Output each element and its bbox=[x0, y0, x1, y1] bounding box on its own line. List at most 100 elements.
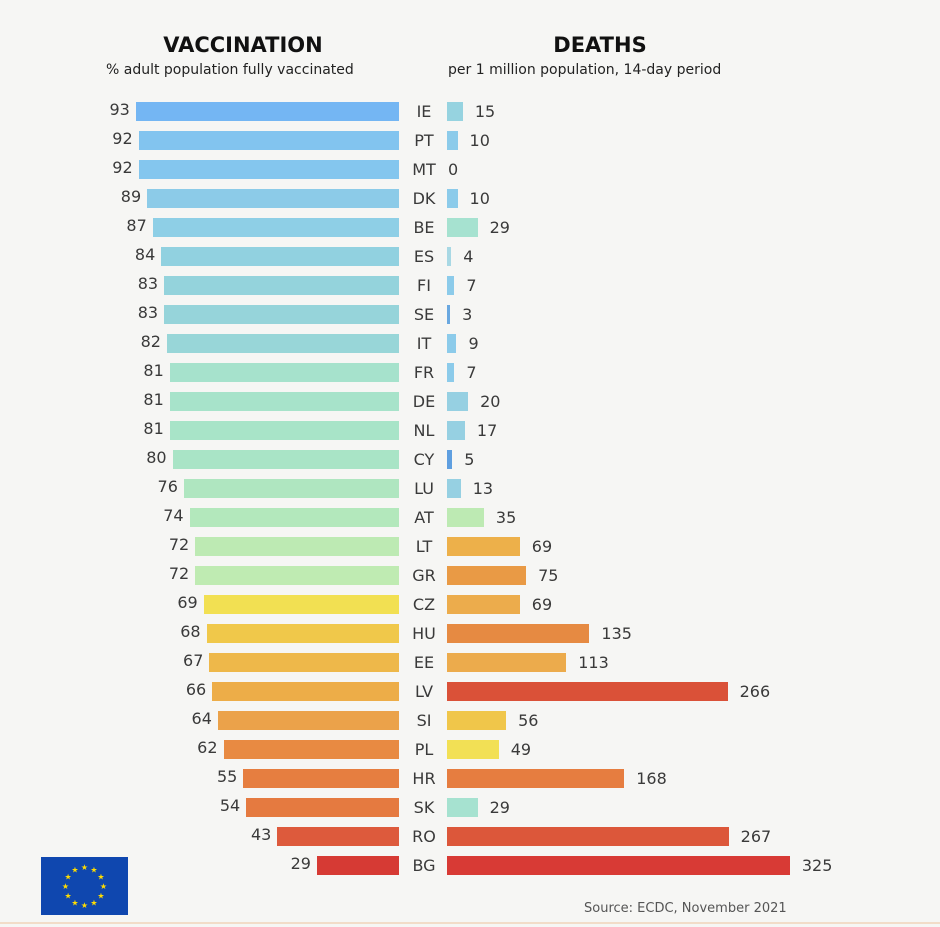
deaths-bar bbox=[447, 856, 790, 875]
star-icon: ★ bbox=[81, 863, 88, 872]
deaths-title: DEATHS bbox=[553, 33, 647, 57]
deaths-bar bbox=[447, 711, 507, 730]
country-code-label: CZ bbox=[412, 595, 436, 614]
deaths-value-label: 17 bbox=[476, 421, 498, 440]
vaccination-bar bbox=[277, 827, 399, 846]
country-code-label: NL bbox=[413, 421, 435, 440]
deaths-value-label: 69 bbox=[531, 595, 553, 614]
country-code-label: PL bbox=[414, 740, 434, 759]
country-code-label: FI bbox=[417, 276, 431, 295]
vaccination-bar bbox=[164, 305, 399, 324]
vaccination-value-label: 29 bbox=[290, 854, 311, 873]
vaccination-value-label: 80 bbox=[146, 448, 167, 467]
country-code-label: EE bbox=[413, 653, 435, 672]
vaccination-value-label: 82 bbox=[140, 332, 161, 351]
vaccination-bar bbox=[152, 218, 399, 237]
vaccination-bar bbox=[209, 653, 399, 672]
star-icon: ★ bbox=[97, 892, 104, 901]
deaths-bar bbox=[447, 479, 461, 498]
vaccination-bar bbox=[138, 160, 399, 179]
country-code-label: DK bbox=[412, 189, 436, 208]
vaccination-bar bbox=[161, 247, 399, 266]
star-icon: ★ bbox=[62, 882, 69, 891]
country-code-label: LU bbox=[414, 479, 434, 498]
country-code-label: ES bbox=[413, 247, 435, 266]
deaths-value-label: 266 bbox=[739, 682, 771, 701]
deaths-value-label: 7 bbox=[466, 276, 477, 295]
deaths-value-label: 15 bbox=[474, 102, 496, 121]
vaccination-bar bbox=[217, 711, 399, 730]
deaths-value-label: 20 bbox=[480, 392, 501, 411]
vaccination-value-label: 64 bbox=[191, 709, 212, 728]
country-code-label: SI bbox=[416, 711, 432, 730]
country-code-label: HR bbox=[412, 769, 436, 788]
vaccination-bar bbox=[169, 421, 399, 440]
vaccination-bar bbox=[246, 798, 399, 817]
vaccination-title: VACCINATION bbox=[163, 33, 323, 57]
vaccination-bar bbox=[212, 682, 399, 701]
deaths-value-label: 56 bbox=[518, 711, 539, 730]
vaccination-bar bbox=[138, 131, 399, 150]
deaths-value-label: 9 bbox=[468, 334, 479, 353]
vaccination-value-label: 72 bbox=[168, 535, 190, 554]
vaccination-value-label: 92 bbox=[112, 158, 133, 177]
deaths-bar bbox=[447, 305, 451, 324]
deaths-bar bbox=[447, 421, 465, 440]
country-code-label: IT bbox=[416, 334, 432, 353]
vaccination-bar bbox=[147, 189, 399, 208]
vaccination-value-label: 54 bbox=[219, 796, 241, 815]
vaccination-bar bbox=[206, 624, 399, 643]
vaccination-value-label: 74 bbox=[163, 506, 184, 525]
vaccination-value-label: 67 bbox=[183, 651, 204, 670]
deaths-bar bbox=[447, 189, 458, 208]
vaccination-bar bbox=[164, 276, 399, 295]
vaccination-value-label: 92 bbox=[112, 129, 133, 148]
star-icon: ★ bbox=[90, 898, 97, 907]
star-icon: ★ bbox=[90, 866, 97, 875]
bottom-divider bbox=[0, 922, 940, 924]
deaths-value-label: 13 bbox=[472, 479, 494, 498]
country-code-label: FR bbox=[413, 363, 435, 382]
vaccination-bar bbox=[195, 537, 399, 556]
country-code-label: SE bbox=[413, 305, 435, 324]
vaccination-bar bbox=[135, 102, 399, 121]
country-code-label: PT bbox=[414, 131, 434, 150]
deaths-bar bbox=[447, 392, 469, 411]
country-code-label: SK bbox=[413, 798, 435, 817]
country-code-label: HU bbox=[412, 624, 436, 643]
source-note: Source: ECDC, November 2021 bbox=[584, 901, 787, 916]
star-icon: ★ bbox=[71, 898, 78, 907]
deaths-bar bbox=[447, 102, 463, 121]
deaths-bar bbox=[447, 624, 590, 643]
country-code-label: MT bbox=[412, 160, 436, 179]
vaccination-value-label: 84 bbox=[134, 245, 156, 264]
deaths-value-label: 113 bbox=[578, 653, 609, 672]
star-icon: ★ bbox=[64, 892, 71, 901]
star-icon: ★ bbox=[71, 866, 78, 875]
deaths-bar bbox=[447, 827, 729, 846]
deaths-bar bbox=[447, 218, 478, 237]
country-code-label: BG bbox=[412, 856, 436, 875]
deaths-value-label: 325 bbox=[801, 856, 833, 875]
vaccination-bar bbox=[169, 392, 399, 411]
vaccination-bar bbox=[166, 334, 399, 353]
deaths-value-label: 75 bbox=[538, 566, 559, 585]
deaths-bar bbox=[447, 798, 478, 817]
country-code-label: CY bbox=[413, 450, 435, 469]
vaccination-value-label: 76 bbox=[157, 477, 178, 496]
vaccination-bar bbox=[243, 769, 399, 788]
deaths-bar bbox=[447, 131, 458, 150]
deaths-bar bbox=[447, 769, 625, 788]
vaccination-value-label: 68 bbox=[180, 622, 201, 641]
eu-stars-icon: ★ ★★★★★★★★★★★ bbox=[62, 863, 107, 910]
vaccination-value-label: 81 bbox=[143, 361, 164, 380]
deaths-bar bbox=[447, 682, 728, 701]
deaths-bar bbox=[447, 450, 453, 469]
deaths-subtitle: per 1 million population, 14-day period bbox=[448, 62, 722, 78]
vaccination-bar bbox=[172, 450, 399, 469]
deaths-value-label: 5 bbox=[464, 450, 475, 469]
vaccination-value-label: 72 bbox=[168, 564, 190, 583]
deaths-bar bbox=[447, 595, 520, 614]
deaths-bar bbox=[447, 334, 457, 353]
vaccination-value-label: 81 bbox=[143, 390, 164, 409]
